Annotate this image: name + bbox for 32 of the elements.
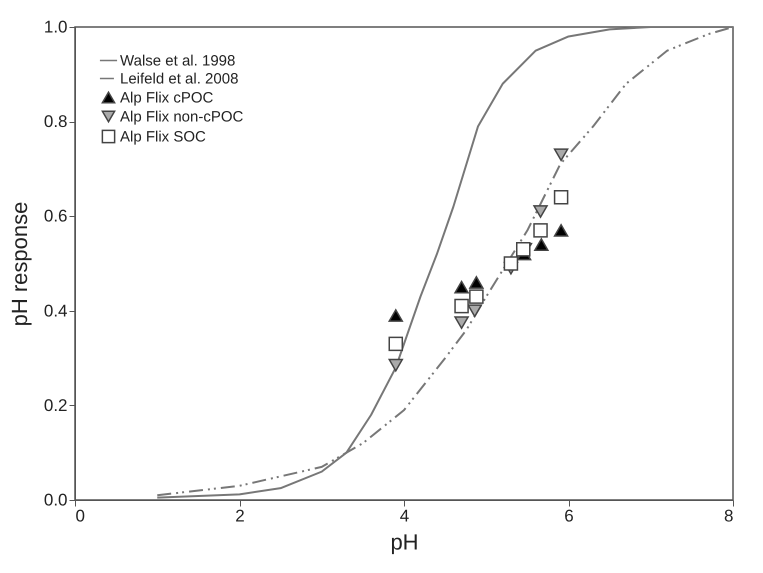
legend-label: Alp Flix cPOC [120,90,214,106]
x-tick-label: 0 [76,506,85,526]
point [504,256,518,271]
point [469,289,484,304]
y-axis-title: pH response [6,202,32,326]
point [388,309,404,322]
point [388,358,404,372]
point [454,316,469,330]
point [534,238,549,251]
point [469,276,484,289]
legend-label: Alp Flix SOC [120,128,206,146]
x-axis-title: pH [390,530,419,554]
y-tick-label: 0.8 [44,112,68,132]
point [533,205,548,218]
y-tick-label: 1.0 [44,18,68,36]
x-tick-label: 4 [400,506,410,526]
point [454,298,469,314]
x-tick-label: 6 [564,506,574,526]
point [467,304,482,318]
y-tick-label: 0.4 [44,301,68,320]
y-tick-label: 0.6 [44,206,68,226]
point [533,223,548,238]
y-tick-label: 0.0 [44,490,68,510]
legend-label: Alp Flix non-cPOC [120,108,244,126]
legend-label: Walse et al. 1998 [120,52,236,70]
point [554,148,568,162]
point [454,280,469,294]
legend-label: Leifeld et al. 2008 [120,70,238,88]
x-tick-label: 2 [235,506,245,526]
point [554,224,568,237]
x-tick-label: 8 [724,506,734,526]
y-tick-label: 0.2 [44,396,68,415]
